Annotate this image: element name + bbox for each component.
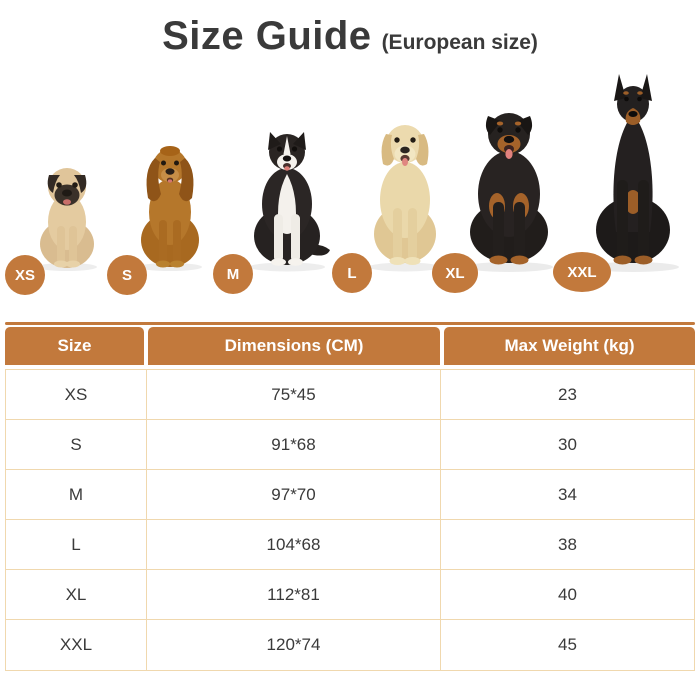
size-badge-s: S [107,255,147,295]
page-subtitle: (European size) [381,31,538,54]
cell-max-weight: 38 [441,520,694,570]
table-body: XS 75*45 23 S 91*68 30 M 97*70 34 L 104*… [5,369,695,671]
size-badge-m: M [213,254,253,294]
size-badge-xs: XS [5,255,45,295]
cell-size: S [6,420,147,470]
pug-dog-icon [37,168,97,271]
doberman-dog-icon [587,74,679,272]
cell-dimensions: 104*68 [147,520,441,570]
golden-retriever-dog-image [362,114,448,272]
cell-max-weight: 40 [441,570,694,620]
table-top-accent-line [5,322,695,325]
cell-dimensions: 120*74 [147,620,441,670]
cell-size: M [6,470,147,520]
column-header-max-weight: Max Weight (kg) [444,327,695,365]
rottweiler-dog-image [456,104,562,272]
cell-size: L [6,520,147,570]
size-badge-l: L [332,253,372,293]
cell-max-weight: 30 [441,420,694,470]
golden-retriever-dog-icon [369,125,441,272]
size-badge-xl: XL [432,253,478,293]
doberman-dog-image [576,72,690,272]
cell-size: XS [6,370,147,420]
cell-max-weight: 23 [441,370,694,420]
cell-dimensions: 97*70 [147,470,441,520]
size-table: Size Dimensions (CM) Max Weight (kg) XS … [5,322,695,671]
cell-max-weight: 34 [441,470,694,520]
border-collie-dog-image [242,124,332,272]
column-header-size: Size [5,327,144,365]
cell-size: XL [6,570,147,620]
cocker-spaniel-dog-image [132,138,208,272]
pug-dog-image [32,162,102,272]
cocker-spaniel-dog-icon [138,146,202,271]
border-collie-dog-icon [249,132,330,272]
cell-size: XXL [6,620,147,670]
size-badge-xxl: XXL [553,252,611,292]
cell-max-weight: 45 [441,620,694,670]
page-title: Size Guide [162,14,372,58]
column-header-dimensions: Dimensions (CM) [148,327,440,365]
cell-dimensions: 91*68 [147,420,441,470]
cell-dimensions: 112*81 [147,570,441,620]
rottweiler-dog-icon [465,113,553,272]
header: Size Guide (European size) [0,10,700,66]
cell-dimensions: 75*45 [147,370,441,420]
table-header-row: Size Dimensions (CM) Max Weight (kg) [5,327,695,365]
